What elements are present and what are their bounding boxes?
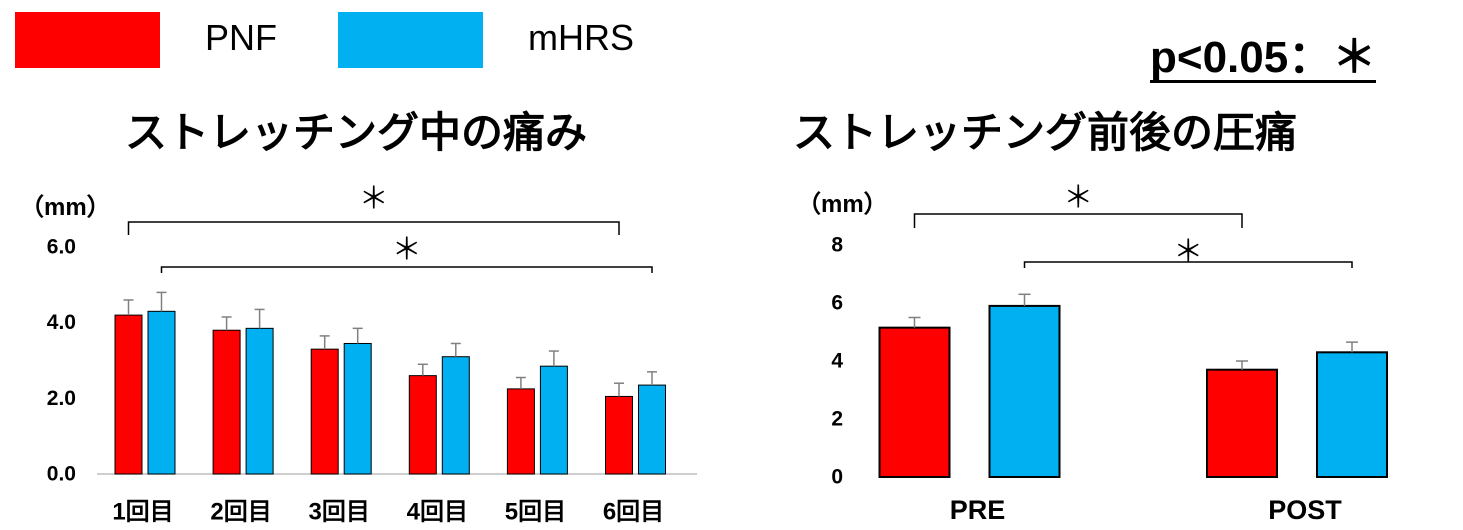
x-category-label: 5回目: [505, 499, 566, 526]
y-tick-label: 2.0: [47, 387, 76, 410]
error-bar: [515, 376, 526, 389]
bar-mhrs-1: [988, 304, 1061, 478]
error-bar: [548, 350, 559, 367]
bar-chart-left: 0.0 2.0 4.0 6.0 1回目 2回目 3回目 4回目 5回目 6回目 ＊＊: [47, 183, 697, 526]
significance-marker: ＊: [392, 234, 422, 267]
bar-pnf-2: [212, 329, 241, 475]
error-bar: [221, 316, 232, 331]
y-tick-label: 6: [831, 292, 843, 315]
bar-pnf-1: [114, 314, 143, 475]
significance-marker: ＊: [1173, 236, 1203, 269]
bar-mhrs-1: [147, 310, 176, 475]
error-bar: [647, 371, 657, 386]
y-tick-label: 2: [831, 408, 843, 431]
bar-pnf-2: [1206, 368, 1278, 479]
bar-pnf-5: [506, 388, 535, 475]
bar-mhrs-2: [245, 327, 274, 475]
error-bar: [908, 316, 921, 328]
significance-bracket-line: [127, 221, 620, 235]
x-category-label: 2回目: [210, 499, 271, 526]
y-axis-label-right: （mm）: [797, 191, 888, 218]
legend-swatch-pnf: [15, 12, 160, 68]
significance-bracket-line: [160, 266, 653, 273]
error-bar: [319, 335, 330, 350]
bar-pnf-1: [878, 326, 951, 478]
significance-marker: ＊: [359, 183, 389, 216]
x-category-label: 6回目: [603, 499, 664, 526]
significance-note: p<0.05：＊: [1150, 33, 1377, 83]
bar-chart-right: 0 2 4 6 8 PRE POST ＊ ＊: [831, 182, 1388, 525]
bar-mhrs-6: [638, 384, 666, 475]
y-tick-label: 4.0: [47, 311, 76, 334]
error-bar: [1018, 293, 1031, 306]
significance-bracket: ＊: [913, 182, 1243, 228]
y-tick-label: 8: [831, 234, 843, 257]
legend-label-pnf: PNF: [205, 17, 277, 58]
x-category-label: POST: [1268, 495, 1342, 525]
x-category-label: 1回目: [112, 499, 173, 526]
y-axis-label-left: （mm）: [20, 194, 111, 221]
significance-marker: ＊: [1063, 182, 1093, 215]
bar-mhrs-2: [1316, 351, 1388, 478]
bar-mhrs-5: [539, 365, 568, 475]
bar-mhrs-3: [343, 342, 372, 475]
significance-bracket-line: [1023, 261, 1353, 268]
legend-swatch-mhrs: [338, 12, 483, 68]
error-bar: [254, 308, 265, 329]
bar-pnf-3: [310, 348, 339, 475]
error-bar: [156, 291, 167, 312]
x-category-label: 4回目: [407, 499, 468, 526]
chart-title-right: ストレッチング前後の圧痛: [793, 109, 1298, 156]
error-bar: [417, 363, 428, 376]
significance-bracket: ＊: [160, 234, 653, 273]
significance-bracket-line: [913, 213, 1243, 228]
bar-pnf-4: [408, 375, 437, 475]
y-tick-label: 4: [831, 350, 843, 373]
error-bar: [1346, 341, 1358, 353]
y-tick-label: 0.0: [47, 463, 76, 486]
bar-pnf-6: [605, 395, 633, 475]
error-bar: [614, 382, 624, 397]
bar-mhrs-4: [441, 356, 470, 475]
y-tick-label: 6.0: [47, 236, 76, 259]
error-bar: [450, 342, 461, 357]
significance-bracket: ＊: [1023, 236, 1353, 269]
error-bar: [123, 299, 134, 316]
error-bar: [1236, 360, 1248, 370]
chart-title-left: ストレッチング中の痛み: [125, 109, 588, 156]
error-bar: [352, 327, 363, 344]
legend-label-mhrs: mHRS: [528, 17, 634, 58]
x-category-label: PRE: [950, 495, 1006, 525]
y-tick-label: 0: [831, 466, 843, 489]
significance-bracket: ＊: [127, 183, 620, 235]
x-category-label: 3回目: [309, 499, 370, 526]
